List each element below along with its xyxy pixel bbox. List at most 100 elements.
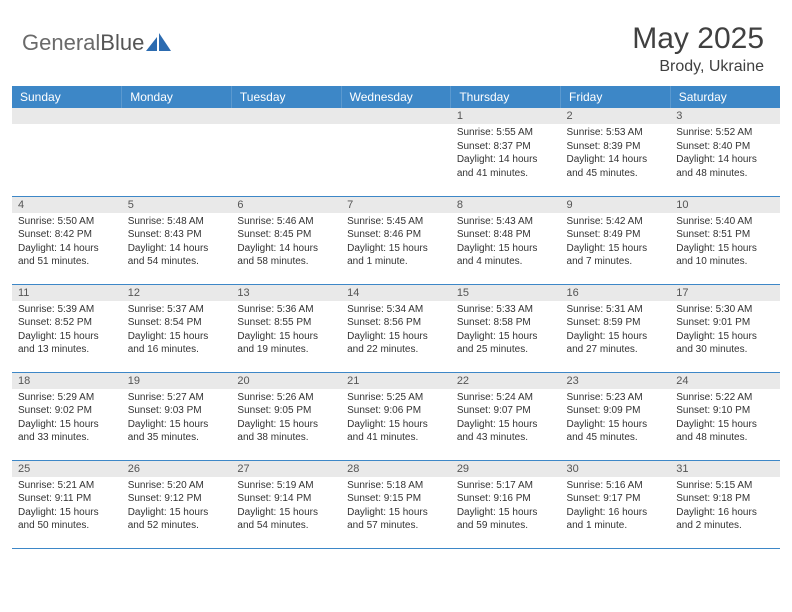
- day-number: 13: [231, 285, 341, 301]
- sunset-text: Sunset: 8:45 PM: [237, 228, 335, 242]
- daylight-text: Daylight: 14 hours and 48 minutes.: [676, 153, 774, 180]
- daylight-text: Daylight: 15 hours and 4 minutes.: [457, 242, 555, 269]
- daylight-text: Daylight: 14 hours and 54 minutes.: [128, 242, 226, 269]
- sunset-text: Sunset: 8:40 PM: [676, 140, 774, 154]
- day-header: Wednesday: [341, 86, 451, 108]
- day-number: 12: [122, 285, 232, 301]
- day-details: Sunrise: 5:20 AMSunset: 9:12 PMDaylight:…: [122, 477, 232, 537]
- day-details: Sunrise: 5:52 AMSunset: 8:40 PMDaylight:…: [670, 124, 780, 184]
- day-number: 24: [670, 373, 780, 389]
- day-details: Sunrise: 5:24 AMSunset: 9:07 PMDaylight:…: [451, 389, 561, 449]
- calendar-cell: 29Sunrise: 5:17 AMSunset: 9:16 PMDayligh…: [451, 460, 561, 548]
- day-details: Sunrise: 5:37 AMSunset: 8:54 PMDaylight:…: [122, 301, 232, 361]
- sunrise-text: Sunrise: 5:16 AM: [567, 479, 665, 493]
- logo-part1: General: [22, 30, 100, 55]
- logo-text: GeneralBlue: [22, 30, 144, 56]
- daylight-text: Daylight: 15 hours and 16 minutes.: [128, 330, 226, 357]
- day-number: 26: [122, 461, 232, 477]
- calendar-cell: 7Sunrise: 5:45 AMSunset: 8:46 PMDaylight…: [341, 196, 451, 284]
- day-details: Sunrise: 5:25 AMSunset: 9:06 PMDaylight:…: [341, 389, 451, 449]
- day-number: 4: [12, 197, 122, 213]
- sunrise-text: Sunrise: 5:19 AM: [237, 479, 335, 493]
- day-details: Sunrise: 5:53 AMSunset: 8:39 PMDaylight:…: [561, 124, 671, 184]
- calendar-cell: 1Sunrise: 5:55 AMSunset: 8:37 PMDaylight…: [451, 108, 561, 196]
- daylight-text: Daylight: 15 hours and 13 minutes.: [18, 330, 116, 357]
- day-number: 14: [341, 285, 451, 301]
- day-number: 18: [12, 373, 122, 389]
- calendar-week: 1Sunrise: 5:55 AMSunset: 8:37 PMDaylight…: [12, 108, 780, 196]
- calendar-cell: 26Sunrise: 5:20 AMSunset: 9:12 PMDayligh…: [122, 460, 232, 548]
- sunset-text: Sunset: 8:42 PM: [18, 228, 116, 242]
- day-details: Sunrise: 5:17 AMSunset: 9:16 PMDaylight:…: [451, 477, 561, 537]
- day-header: Sunday: [12, 86, 122, 108]
- calendar-cell: 28Sunrise: 5:18 AMSunset: 9:15 PMDayligh…: [341, 460, 451, 548]
- sunset-text: Sunset: 9:11 PM: [18, 492, 116, 506]
- daylight-text: Daylight: 15 hours and 10 minutes.: [676, 242, 774, 269]
- day-details: Sunrise: 5:30 AMSunset: 9:01 PMDaylight:…: [670, 301, 780, 361]
- sunset-text: Sunset: 8:39 PM: [567, 140, 665, 154]
- day-details: Sunrise: 5:15 AMSunset: 9:18 PMDaylight:…: [670, 477, 780, 537]
- calendar-table: Sunday Monday Tuesday Wednesday Thursday…: [12, 86, 780, 549]
- sunset-text: Sunset: 9:03 PM: [128, 404, 226, 418]
- sunset-text: Sunset: 9:09 PM: [567, 404, 665, 418]
- day-number: [12, 108, 122, 124]
- sunset-text: Sunset: 9:17 PM: [567, 492, 665, 506]
- sunrise-text: Sunrise: 5:52 AM: [676, 126, 774, 140]
- sunset-text: Sunset: 9:07 PM: [457, 404, 555, 418]
- sunrise-text: Sunrise: 5:22 AM: [676, 391, 774, 405]
- calendar-cell: 18Sunrise: 5:29 AMSunset: 9:02 PMDayligh…: [12, 372, 122, 460]
- location-label: Brody, Ukraine: [632, 58, 764, 76]
- sunrise-text: Sunrise: 5:53 AM: [567, 126, 665, 140]
- sunset-text: Sunset: 8:51 PM: [676, 228, 774, 242]
- day-details: [341, 124, 451, 130]
- day-number: 28: [341, 461, 451, 477]
- sunrise-text: Sunrise: 5:15 AM: [676, 479, 774, 493]
- daylight-text: Daylight: 15 hours and 57 minutes.: [347, 506, 445, 533]
- calendar-cell: 21Sunrise: 5:25 AMSunset: 9:06 PMDayligh…: [341, 372, 451, 460]
- sunrise-text: Sunrise: 5:36 AM: [237, 303, 335, 317]
- day-number: [341, 108, 451, 124]
- calendar-cell: [231, 108, 341, 196]
- sunrise-text: Sunrise: 5:17 AM: [457, 479, 555, 493]
- day-details: Sunrise: 5:31 AMSunset: 8:59 PMDaylight:…: [561, 301, 671, 361]
- calendar-cell: 9Sunrise: 5:42 AMSunset: 8:49 PMDaylight…: [561, 196, 671, 284]
- day-header: Saturday: [670, 86, 780, 108]
- day-header: Thursday: [451, 86, 561, 108]
- day-number: 29: [451, 461, 561, 477]
- sunrise-text: Sunrise: 5:50 AM: [18, 215, 116, 229]
- day-details: Sunrise: 5:48 AMSunset: 8:43 PMDaylight:…: [122, 213, 232, 273]
- day-details: Sunrise: 5:39 AMSunset: 8:52 PMDaylight:…: [12, 301, 122, 361]
- month-title: May 2025: [632, 22, 764, 56]
- calendar-cell: 27Sunrise: 5:19 AMSunset: 9:14 PMDayligh…: [231, 460, 341, 548]
- daylight-text: Daylight: 15 hours and 35 minutes.: [128, 418, 226, 445]
- calendar-cell: 5Sunrise: 5:48 AMSunset: 8:43 PMDaylight…: [122, 196, 232, 284]
- day-details: Sunrise: 5:33 AMSunset: 8:58 PMDaylight:…: [451, 301, 561, 361]
- calendar-cell: 3Sunrise: 5:52 AMSunset: 8:40 PMDaylight…: [670, 108, 780, 196]
- daylight-text: Daylight: 15 hours and 22 minutes.: [347, 330, 445, 357]
- calendar-cell: 10Sunrise: 5:40 AMSunset: 8:51 PMDayligh…: [670, 196, 780, 284]
- sunrise-text: Sunrise: 5:39 AM: [18, 303, 116, 317]
- day-details: Sunrise: 5:42 AMSunset: 8:49 PMDaylight:…: [561, 213, 671, 273]
- day-header-row: Sunday Monday Tuesday Wednesday Thursday…: [12, 86, 780, 108]
- day-details: Sunrise: 5:23 AMSunset: 9:09 PMDaylight:…: [561, 389, 671, 449]
- day-number: 7: [341, 197, 451, 213]
- sunrise-text: Sunrise: 5:34 AM: [347, 303, 445, 317]
- day-number: 11: [12, 285, 122, 301]
- title-block: May 2025 Brody, Ukraine: [632, 22, 764, 76]
- calendar-cell: 11Sunrise: 5:39 AMSunset: 8:52 PMDayligh…: [12, 284, 122, 372]
- calendar-cell: 23Sunrise: 5:23 AMSunset: 9:09 PMDayligh…: [561, 372, 671, 460]
- calendar-cell: 24Sunrise: 5:22 AMSunset: 9:10 PMDayligh…: [670, 372, 780, 460]
- calendar-week: 25Sunrise: 5:21 AMSunset: 9:11 PMDayligh…: [12, 460, 780, 548]
- day-number: 20: [231, 373, 341, 389]
- day-details: [231, 124, 341, 130]
- calendar-cell: 31Sunrise: 5:15 AMSunset: 9:18 PMDayligh…: [670, 460, 780, 548]
- sunrise-text: Sunrise: 5:27 AM: [128, 391, 226, 405]
- sunset-text: Sunset: 8:48 PM: [457, 228, 555, 242]
- sail-icon: [146, 33, 172, 53]
- day-number: 30: [561, 461, 671, 477]
- daylight-text: Daylight: 15 hours and 7 minutes.: [567, 242, 665, 269]
- sunset-text: Sunset: 9:02 PM: [18, 404, 116, 418]
- daylight-text: Daylight: 15 hours and 38 minutes.: [237, 418, 335, 445]
- day-details: Sunrise: 5:50 AMSunset: 8:42 PMDaylight:…: [12, 213, 122, 273]
- sunset-text: Sunset: 9:14 PM: [237, 492, 335, 506]
